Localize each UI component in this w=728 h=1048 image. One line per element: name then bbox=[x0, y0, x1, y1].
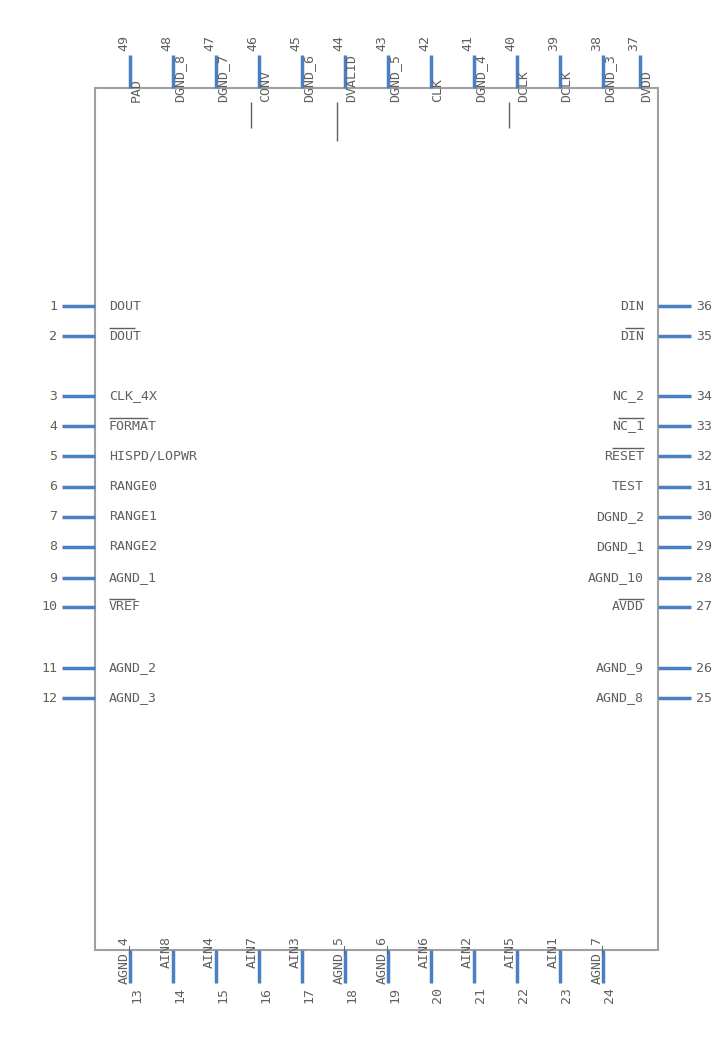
Text: DGND_2: DGND_2 bbox=[596, 510, 644, 524]
Text: 41: 41 bbox=[461, 35, 474, 51]
Text: 10: 10 bbox=[41, 601, 57, 613]
Bar bbox=[95, 88, 658, 949]
Text: FORMAT: FORMAT bbox=[109, 419, 157, 433]
Text: 45: 45 bbox=[289, 35, 302, 51]
Text: NC_2: NC_2 bbox=[612, 390, 644, 402]
Text: 36: 36 bbox=[696, 300, 712, 312]
Text: RESET: RESET bbox=[604, 450, 644, 462]
Text: AGND_9: AGND_9 bbox=[596, 661, 644, 675]
Text: AIN4: AIN4 bbox=[203, 936, 216, 968]
Text: AGND_5: AGND_5 bbox=[332, 936, 345, 984]
Text: AIN8: AIN8 bbox=[160, 936, 173, 968]
Text: 43: 43 bbox=[375, 35, 388, 51]
Text: RANGE2: RANGE2 bbox=[109, 541, 157, 553]
Text: NC_1: NC_1 bbox=[612, 419, 644, 433]
Text: AGND_4: AGND_4 bbox=[117, 936, 130, 984]
Text: AGND_1: AGND_1 bbox=[109, 571, 157, 585]
Text: 5: 5 bbox=[49, 450, 57, 462]
Text: CLK: CLK bbox=[431, 78, 444, 102]
Text: 37: 37 bbox=[627, 35, 640, 51]
Text: 46: 46 bbox=[246, 35, 259, 51]
Text: DIN: DIN bbox=[620, 300, 644, 312]
Text: 40: 40 bbox=[504, 35, 517, 51]
Text: 31: 31 bbox=[696, 480, 712, 494]
Text: DCLK: DCLK bbox=[517, 70, 530, 102]
Text: 33: 33 bbox=[696, 419, 712, 433]
Text: 17: 17 bbox=[302, 987, 315, 1003]
Text: 35: 35 bbox=[696, 329, 712, 343]
Text: AIN6: AIN6 bbox=[418, 936, 431, 968]
Text: AIN7: AIN7 bbox=[246, 936, 259, 968]
Text: 47: 47 bbox=[203, 35, 216, 51]
Text: 21: 21 bbox=[474, 987, 487, 1003]
Text: 7: 7 bbox=[49, 510, 57, 524]
Text: 11: 11 bbox=[41, 661, 57, 675]
Text: 34: 34 bbox=[696, 390, 712, 402]
Text: 4: 4 bbox=[49, 419, 57, 433]
Text: 15: 15 bbox=[216, 987, 229, 1003]
Text: DOUT: DOUT bbox=[109, 329, 141, 343]
Text: DGND_8: DGND_8 bbox=[173, 54, 186, 102]
Text: 14: 14 bbox=[173, 987, 186, 1003]
Text: TEST: TEST bbox=[612, 480, 644, 494]
Text: HISPD/LOPWR: HISPD/LOPWR bbox=[109, 450, 197, 462]
Text: DGND_1: DGND_1 bbox=[596, 541, 644, 553]
Text: DGND_6: DGND_6 bbox=[302, 54, 315, 102]
Text: DIN: DIN bbox=[620, 329, 644, 343]
Text: 6: 6 bbox=[49, 480, 57, 494]
Text: AGND_10: AGND_10 bbox=[588, 571, 644, 585]
Text: DOUT: DOUT bbox=[109, 300, 141, 312]
Text: DGND_7: DGND_7 bbox=[216, 54, 229, 102]
Text: 44: 44 bbox=[332, 35, 345, 51]
Text: AGND_3: AGND_3 bbox=[109, 692, 157, 704]
Text: 30: 30 bbox=[696, 510, 712, 524]
Text: AIN2: AIN2 bbox=[461, 936, 474, 968]
Text: 25: 25 bbox=[696, 692, 712, 704]
Text: 49: 49 bbox=[117, 35, 130, 51]
Text: 20: 20 bbox=[431, 987, 444, 1003]
Text: RANGE1: RANGE1 bbox=[109, 510, 157, 524]
Text: 27: 27 bbox=[696, 601, 712, 613]
Text: 9: 9 bbox=[49, 571, 57, 585]
Text: 22: 22 bbox=[517, 987, 530, 1003]
Text: AVDD: AVDD bbox=[612, 601, 644, 613]
Text: AIN5: AIN5 bbox=[504, 936, 517, 968]
Text: AGND_2: AGND_2 bbox=[109, 661, 157, 675]
Text: 26: 26 bbox=[696, 661, 712, 675]
Text: PAD: PAD bbox=[130, 78, 143, 102]
Text: 48: 48 bbox=[160, 35, 173, 51]
Text: 12: 12 bbox=[41, 692, 57, 704]
Text: VREF: VREF bbox=[109, 601, 141, 613]
Text: DGND_3: DGND_3 bbox=[603, 54, 616, 102]
Text: DVDD: DVDD bbox=[640, 70, 653, 102]
Text: CONV: CONV bbox=[259, 70, 272, 102]
Text: DVALID: DVALID bbox=[345, 54, 358, 102]
Text: RANGE0: RANGE0 bbox=[109, 480, 157, 494]
Text: 23: 23 bbox=[560, 987, 573, 1003]
Text: AGND_7: AGND_7 bbox=[590, 936, 603, 984]
Text: 29: 29 bbox=[696, 541, 712, 553]
Text: 32: 32 bbox=[696, 450, 712, 462]
Text: CLK_4X: CLK_4X bbox=[109, 390, 157, 402]
Text: 2: 2 bbox=[49, 329, 57, 343]
Text: 19: 19 bbox=[388, 987, 401, 1003]
Text: 39: 39 bbox=[547, 35, 560, 51]
Text: AGND_6: AGND_6 bbox=[375, 936, 388, 984]
Text: 24: 24 bbox=[603, 987, 616, 1003]
Text: 28: 28 bbox=[696, 571, 712, 585]
Text: AGND_8: AGND_8 bbox=[596, 692, 644, 704]
Text: 3: 3 bbox=[49, 390, 57, 402]
Text: DGND_4: DGND_4 bbox=[474, 54, 487, 102]
Text: 18: 18 bbox=[345, 987, 358, 1003]
Text: 38: 38 bbox=[590, 35, 603, 51]
Text: AIN3: AIN3 bbox=[289, 936, 302, 968]
Text: AIN1: AIN1 bbox=[547, 936, 560, 968]
Text: DCLK: DCLK bbox=[560, 70, 573, 102]
Text: 42: 42 bbox=[418, 35, 431, 51]
Text: 8: 8 bbox=[49, 541, 57, 553]
Text: 1: 1 bbox=[49, 300, 57, 312]
Text: 13: 13 bbox=[130, 987, 143, 1003]
Text: DGND_5: DGND_5 bbox=[388, 54, 401, 102]
Text: 16: 16 bbox=[259, 987, 272, 1003]
